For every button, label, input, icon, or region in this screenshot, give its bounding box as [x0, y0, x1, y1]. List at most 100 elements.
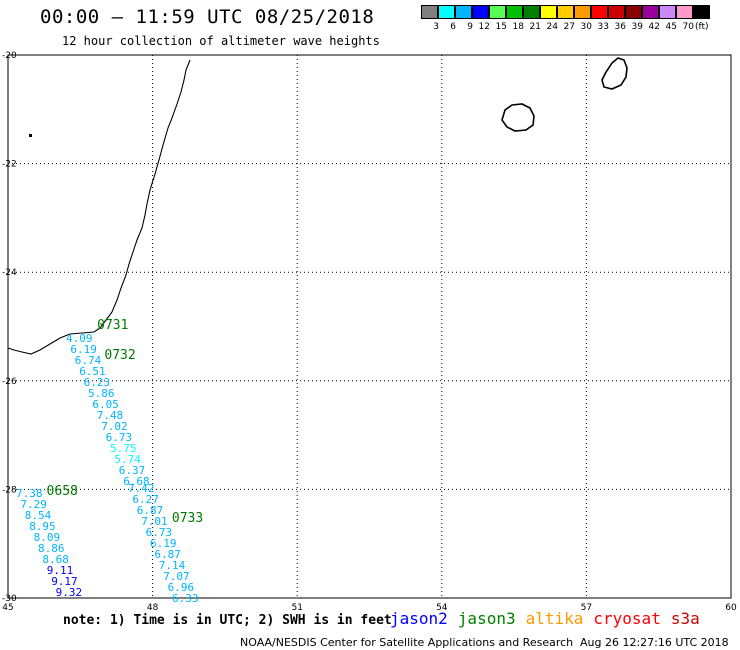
wave-height-value: 9.17: [51, 575, 77, 588]
footer-timestamp: Aug 26 12:27:16 UTC 2018: [580, 636, 729, 649]
wave-height-value: 5.86: [88, 387, 115, 400]
lat-tick-label: -22: [2, 160, 17, 170]
wave-height-value: 9.32: [56, 586, 83, 599]
wave-height-value: 8.68: [42, 553, 69, 566]
colorbar-swatch: [540, 5, 557, 19]
colorbar-swatch: [591, 5, 608, 19]
lon-tick-label: 51: [291, 603, 302, 613]
colorbar-label: 70: [682, 22, 694, 32]
wave-height-value: 5.75: [110, 442, 137, 455]
lon-tick-label: 45: [2, 603, 13, 613]
wave-height-value: 6.74: [75, 354, 102, 367]
colorbar-label: 3: [433, 22, 439, 32]
lat-tick-label: -20: [2, 51, 17, 61]
madagascar-coastline: [7, 59, 191, 355]
wave-height-value: 8.54: [25, 509, 52, 522]
wave-height-value: 6.73: [106, 431, 133, 444]
wave-height-value: 7.48: [97, 409, 124, 422]
colorbar-label: 30: [580, 22, 592, 32]
map-grid: [8, 55, 731, 598]
wave-height-value: 7.29: [20, 498, 47, 511]
colorbar-swatch: [574, 5, 591, 19]
wave-height-value: 6.87: [137, 504, 164, 517]
pass-time-label: 0732: [104, 348, 135, 363]
wave-height-value: 6.87: [154, 548, 181, 561]
wave-height-value: 6.96: [168, 581, 195, 594]
lat-tick-label: -30: [2, 594, 17, 604]
axis-labels: 45 48 51 54 57 60 -20 -22 -24 -26 -28 -30: [2, 51, 737, 613]
colorbar-swatch: [438, 5, 455, 19]
map-note: note: 1) Time is in UTC; 2) SWH is in fe…: [63, 613, 392, 628]
lon-tick-label: 48: [147, 603, 159, 613]
colorbar-label: 6: [450, 22, 456, 32]
colorbar-label: 12: [478, 22, 490, 32]
colorbar-unit: (ft): [695, 22, 709, 32]
mauritius-island: [601, 57, 628, 90]
wave-height-value: 6.19: [70, 343, 97, 356]
colorbar-swatch: [659, 5, 676, 19]
lat-tick-label: -24: [2, 268, 17, 278]
satellite-legend-item: jason3: [457, 609, 516, 628]
satellite-legend-item: jason2: [390, 609, 448, 628]
wave-height-value: 6.68: [123, 475, 150, 488]
pass-time-labels: 0731 0732 0658 0733: [47, 318, 204, 526]
wave-height-value: 7.38: [16, 487, 43, 500]
wave-height-value: 6.19: [150, 537, 177, 550]
colorbar-swatch: [608, 5, 625, 19]
footer-credit: NOAA/NESDIS Center for Satellite Applica…: [240, 636, 574, 649]
colorbar-label: 9: [467, 22, 473, 32]
pass-time-label: 0658: [47, 484, 78, 499]
colorbar-swatch: [506, 5, 523, 19]
wave-height-value: 6.51: [79, 365, 106, 378]
wave-height-value: 7.14: [159, 559, 186, 572]
satellite-legend-item: cryosat: [593, 609, 661, 628]
colorbar-swatch: [676, 5, 693, 19]
pass-time-label: 0731: [97, 318, 128, 333]
islet: [29, 134, 32, 137]
colorbar-label: 42: [648, 22, 660, 32]
wave-height-value: 8.86: [38, 542, 65, 555]
wave-height-value: 5.74: [114, 453, 141, 466]
wave-height-value: 4.09: [66, 332, 93, 345]
wave-height-value: 6.73: [146, 526, 173, 539]
lon-tick-label: 57: [581, 603, 592, 613]
wave-height-value: 7.42: [128, 482, 155, 495]
coastline: [7, 57, 628, 355]
colorbar-label: 18: [512, 22, 524, 32]
page-subtitle: 12 hour collection of altimeter wave hei…: [62, 34, 380, 48]
colorbar-label: 21: [529, 22, 541, 32]
satellite-legend: jason2 jason3 altika cryosat s3a: [390, 609, 710, 628]
colorbar-swatch: [642, 5, 659, 19]
lat-tick-label: -28: [2, 485, 17, 495]
colorbar-label: 33: [597, 22, 609, 32]
colorbar-swatch: [472, 5, 489, 19]
wave-height-value: 6.05: [92, 398, 119, 411]
colorbar-swatch: [489, 5, 506, 19]
map-frame: [7, 54, 732, 599]
colorbar-swatch: [455, 5, 472, 19]
colorbar-label: 24: [546, 22, 558, 32]
wave-height-value: 6.27: [132, 493, 159, 506]
wave-height-value: 7.07: [163, 570, 190, 583]
colorbar-swatch: [693, 5, 710, 19]
wave-height-values: 4.096.196.746.516.235.866.057.487.026.73…: [16, 332, 199, 605]
lon-tick-label: 60: [725, 603, 737, 613]
colorbar-swatch: [625, 5, 642, 19]
colorbar-swatch: [523, 5, 540, 19]
wave-height-value: 7.02: [101, 420, 128, 433]
colorbar-label: 45: [665, 22, 677, 32]
colorbar-label: 15: [495, 22, 507, 32]
wave-height-value: 6.23: [84, 376, 111, 389]
wave-height-value: 6.33: [172, 592, 199, 605]
satellite-legend-item: altika: [525, 609, 584, 628]
satellite-legend-item: s3a: [670, 609, 700, 628]
reunion-island: [501, 103, 535, 132]
colorbar-label: 39: [631, 22, 643, 32]
wave-height-value: 8.09: [34, 531, 61, 544]
colorbar-label: 27: [563, 22, 575, 32]
wave-height-value: 8.95: [29, 520, 56, 533]
wave-height-value: 7.01: [141, 515, 168, 528]
pass-time-label: 0733: [172, 511, 203, 526]
colorbar-swatch: [421, 5, 438, 19]
